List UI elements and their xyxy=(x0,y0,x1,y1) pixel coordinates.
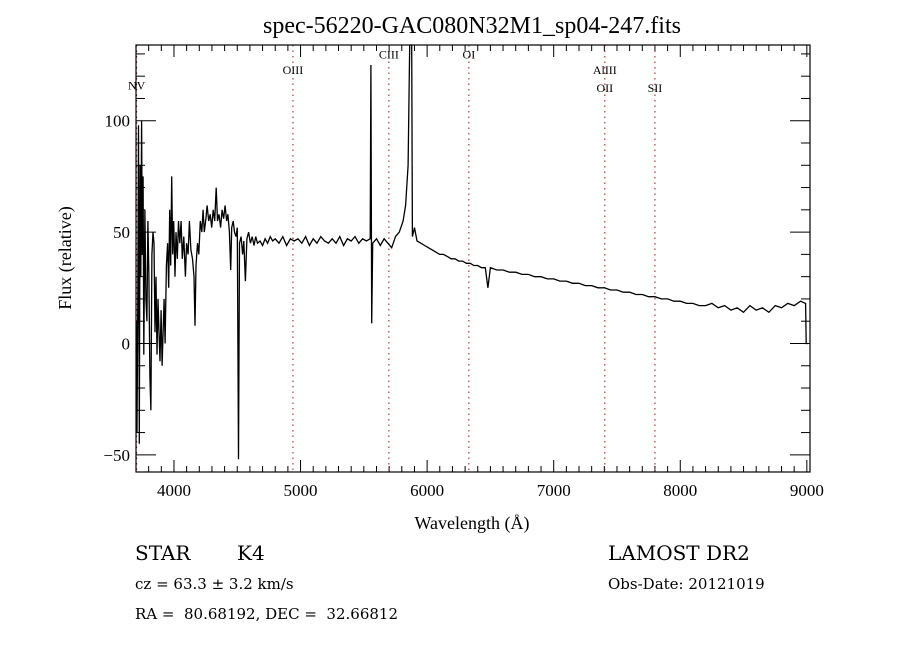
marker-label-oii: OII xyxy=(596,81,613,95)
marker-label-oi: OI xyxy=(463,47,476,61)
coordinates: RA = 80.68192, DEC = 32.66812 xyxy=(135,605,399,623)
marker-label-aliii: AlIII xyxy=(593,63,617,77)
x-tick-label: 4000 xyxy=(157,481,191,500)
marker-label-sii: SII xyxy=(648,81,663,95)
marker-label-ciii: CIII xyxy=(379,47,399,61)
y-tick-label: 0 xyxy=(122,334,131,353)
obs-date: Obs-Date: 20121019 xyxy=(608,575,765,593)
marker-label-nv: NV xyxy=(128,79,146,93)
x-tick-label: 9000 xyxy=(790,481,824,500)
survey-label: LAMOST DR2 xyxy=(608,541,750,565)
x-tick-label: 7000 xyxy=(537,481,571,500)
redshift-cz: cz = 63.3 ± 3.2 km/s xyxy=(135,575,294,593)
x-tick-label: 8000 xyxy=(663,481,697,500)
y-tick-label: −50 xyxy=(103,446,130,465)
object-class: STAR xyxy=(135,541,191,565)
x-tick-labels: 4000 5000 6000 7000 8000 9000 xyxy=(157,481,824,500)
x-tick-label: 5000 xyxy=(284,481,318,500)
x-axis-label: Wavelength (Å) xyxy=(414,513,529,534)
chart-title: spec-56220-GAC080N32M1_sp04-247.fits xyxy=(263,13,681,39)
y-tick-labels: −50 0 50 100 xyxy=(103,112,130,465)
y-axis-label: Flux (relative) xyxy=(55,206,76,309)
spectrum-line xyxy=(135,44,809,460)
y-tick-label: 50 xyxy=(113,223,130,242)
marker-label-oiii: OIII xyxy=(283,63,304,77)
plot-frame xyxy=(135,44,811,473)
x-tick-label: 6000 xyxy=(410,481,444,500)
line-markers: NV OIII CIII OI AlIII OII SII xyxy=(128,45,662,472)
object-subclass: K4 xyxy=(237,541,265,565)
y-tick-label: 100 xyxy=(105,112,131,131)
